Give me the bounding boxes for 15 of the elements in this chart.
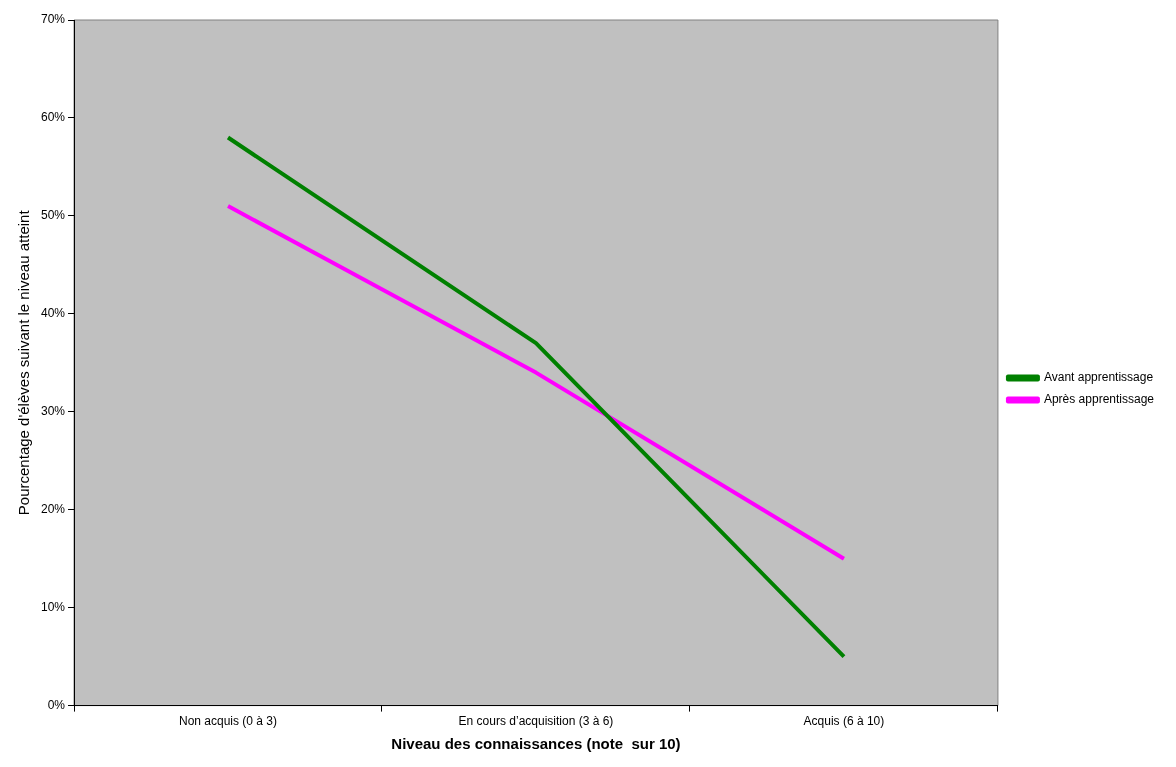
x-axis-title: Niveau des connaissances (note sur 10) (391, 735, 681, 753)
y-tick-label: 40% (40, 306, 66, 321)
y-tick-label: 50% (40, 208, 66, 223)
y-axis-title: Pourcentage d'élèves suivant le niveau atteint (15, 209, 33, 516)
y-tick-label: 10% (40, 599, 66, 614)
legend-label: Après apprentissage (1043, 392, 1155, 407)
y-tick-label: 70% (40, 12, 66, 27)
x-tick-label: En cours d’acquisition (3 à 6) (458, 714, 614, 729)
y-tick-label: 20% (40, 502, 66, 517)
y-tick-label: 0% (47, 697, 66, 712)
legend-label: Avant apprentissage (1043, 370, 1154, 385)
y-tick-label: 60% (40, 110, 66, 125)
y-tick-label: 30% (40, 404, 66, 419)
x-tick-label: Non acquis (0 à 3) (178, 714, 278, 729)
x-tick-label: Acquis (6 à 10) (803, 714, 885, 729)
